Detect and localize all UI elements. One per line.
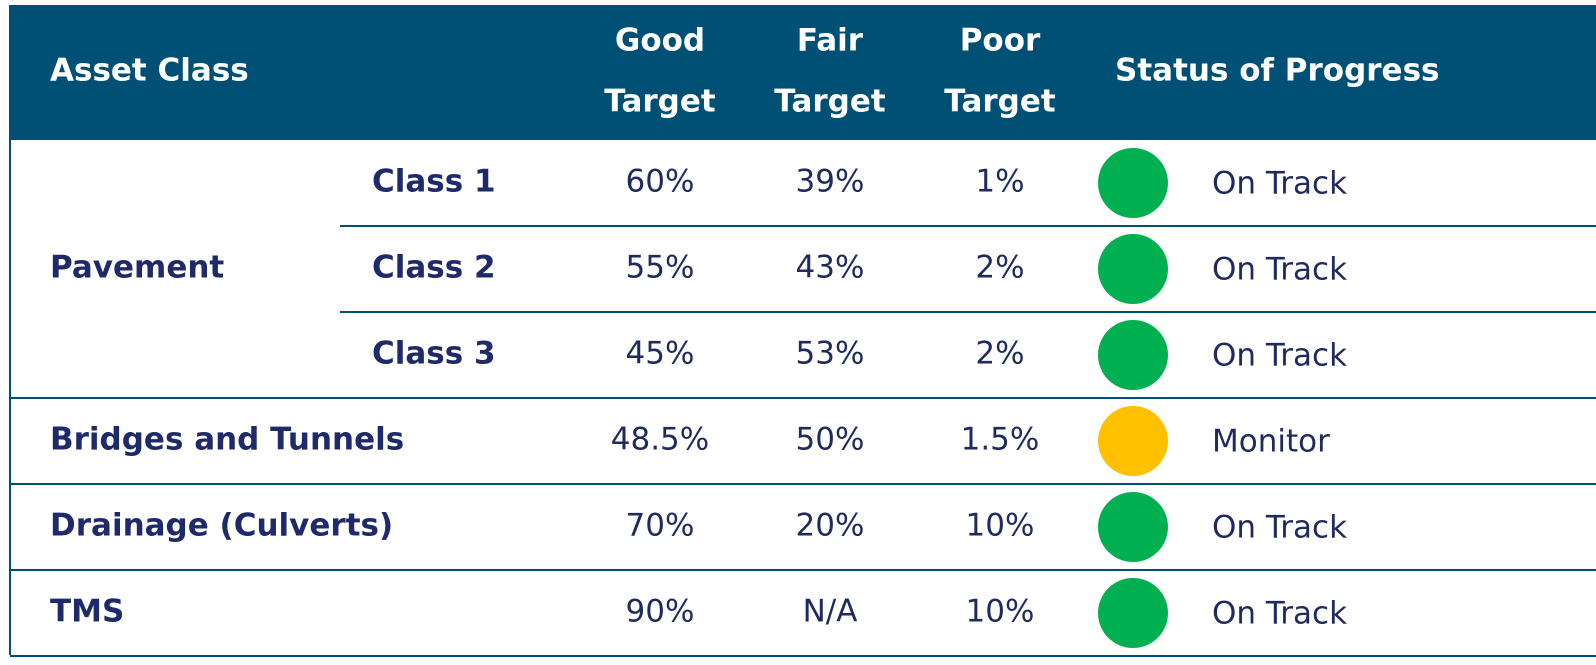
header-cell: Asset Class: [50, 53, 249, 89]
status-dot: [1098, 578, 1168, 648]
row-label: Bridges and Tunnels: [50, 422, 404, 458]
header-cell: Target: [604, 84, 716, 120]
cell: 60%: [626, 164, 695, 200]
header-cell: Poor: [960, 23, 1041, 59]
sub-label: Class 3: [372, 336, 496, 372]
sub-label: Class 1: [372, 164, 496, 200]
status-dot: [1098, 492, 1168, 562]
cell: 1%: [975, 164, 1024, 200]
row-label: TMS: [50, 594, 124, 630]
header-cell: Target: [944, 84, 1056, 120]
cell: 10%: [966, 594, 1035, 630]
cell: 48.5%: [611, 422, 709, 458]
status-text: On Track: [1212, 338, 1347, 374]
cell: 10%: [966, 508, 1035, 544]
status-text: On Track: [1212, 510, 1347, 546]
status-text: On Track: [1212, 252, 1347, 288]
sub-label: Class 2: [372, 250, 496, 286]
row-label: Pavement: [50, 250, 224, 286]
status-text: On Track: [1212, 166, 1347, 202]
status-dot: [1098, 234, 1168, 304]
cell: 53%: [796, 336, 865, 372]
cell: 1.5%: [961, 422, 1040, 458]
cell: 90%: [626, 594, 695, 630]
cell: 2%: [975, 336, 1024, 372]
status-dot: [1098, 406, 1168, 476]
status-dot: [1098, 148, 1168, 218]
row-label: Drainage (Culverts): [50, 508, 393, 544]
status-dot: [1098, 320, 1168, 390]
header-cell: Fair: [797, 23, 864, 59]
header-bg: [10, 5, 1596, 140]
cell: 2%: [975, 250, 1024, 286]
status-text: Monitor: [1212, 424, 1330, 460]
header-cell: Target: [774, 84, 886, 120]
cell: 20%: [796, 508, 865, 544]
cell: 45%: [626, 336, 695, 372]
cell: 43%: [796, 250, 865, 286]
cell: 70%: [626, 508, 695, 544]
cell: N/A: [803, 594, 858, 630]
cell: 39%: [796, 164, 865, 200]
status-text: On Track: [1212, 596, 1347, 632]
header-cell: Status of Progress: [1115, 53, 1440, 89]
cell: 50%: [796, 422, 865, 458]
cell: 55%: [626, 250, 695, 286]
header-cell: Good: [615, 23, 705, 59]
